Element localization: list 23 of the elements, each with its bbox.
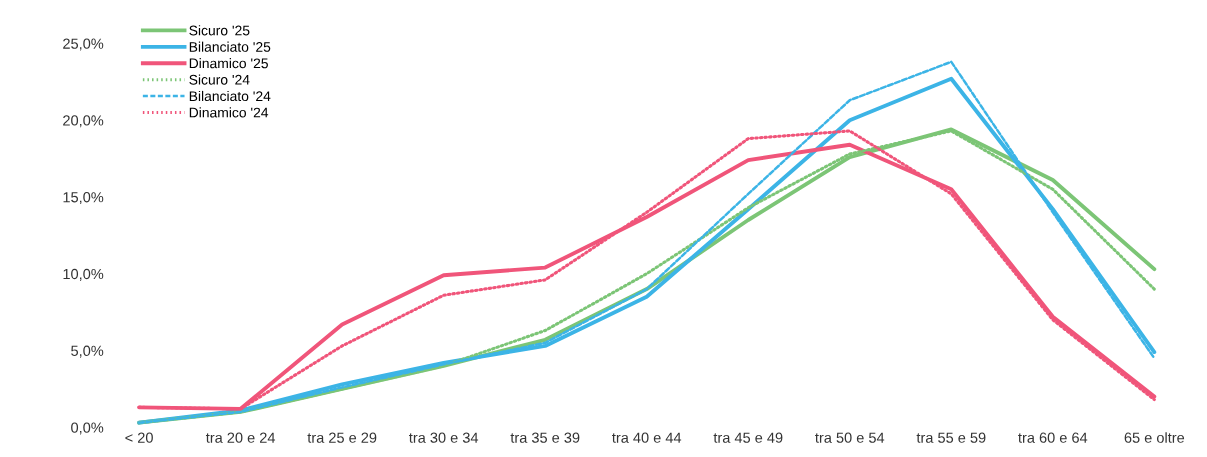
x-tick-label: tra 50 e 54 — [815, 432, 885, 443]
legend-label: Sicuro '24 — [189, 74, 250, 85]
y-tick-label: 10,0% — [63, 268, 104, 281]
x-tick-label: tra 25 e 29 — [307, 432, 377, 443]
legend-label: Bilanciato '24 — [189, 90, 271, 102]
x-tick-label: tra 45 e 49 — [713, 432, 783, 443]
x-tick-label: tra 60 e 64 — [1018, 432, 1088, 443]
x-tick-label: tra 55 e 59 — [916, 432, 986, 443]
y-tick-label: 5,0% — [71, 345, 104, 358]
x-tick-label: < 20 — [125, 432, 153, 443]
y-tick-label: 0,0% — [71, 422, 104, 435]
x-tick-label: tra 30 e 34 — [409, 432, 479, 443]
legend-label: Sicuro '25 — [189, 25, 250, 36]
legend-label: Bilanciato '25 — [189, 41, 271, 52]
x-tick-label: tra 40 e 44 — [612, 432, 682, 443]
x-tick-label: 65 e oltre — [1124, 432, 1185, 443]
x-tick-label: tra 20 e 24 — [205, 432, 276, 443]
legend-label: Dinamico '25 — [189, 58, 268, 69]
y-tick-label: 15,0% — [63, 192, 104, 205]
x-tick-label: tra 35 e 39 — [510, 432, 580, 443]
y-tick-label: 25,0% — [63, 38, 104, 51]
legend-label: Dinamico '24 — [189, 107, 269, 118]
y-tick-label: 20,0% — [63, 115, 104, 128]
